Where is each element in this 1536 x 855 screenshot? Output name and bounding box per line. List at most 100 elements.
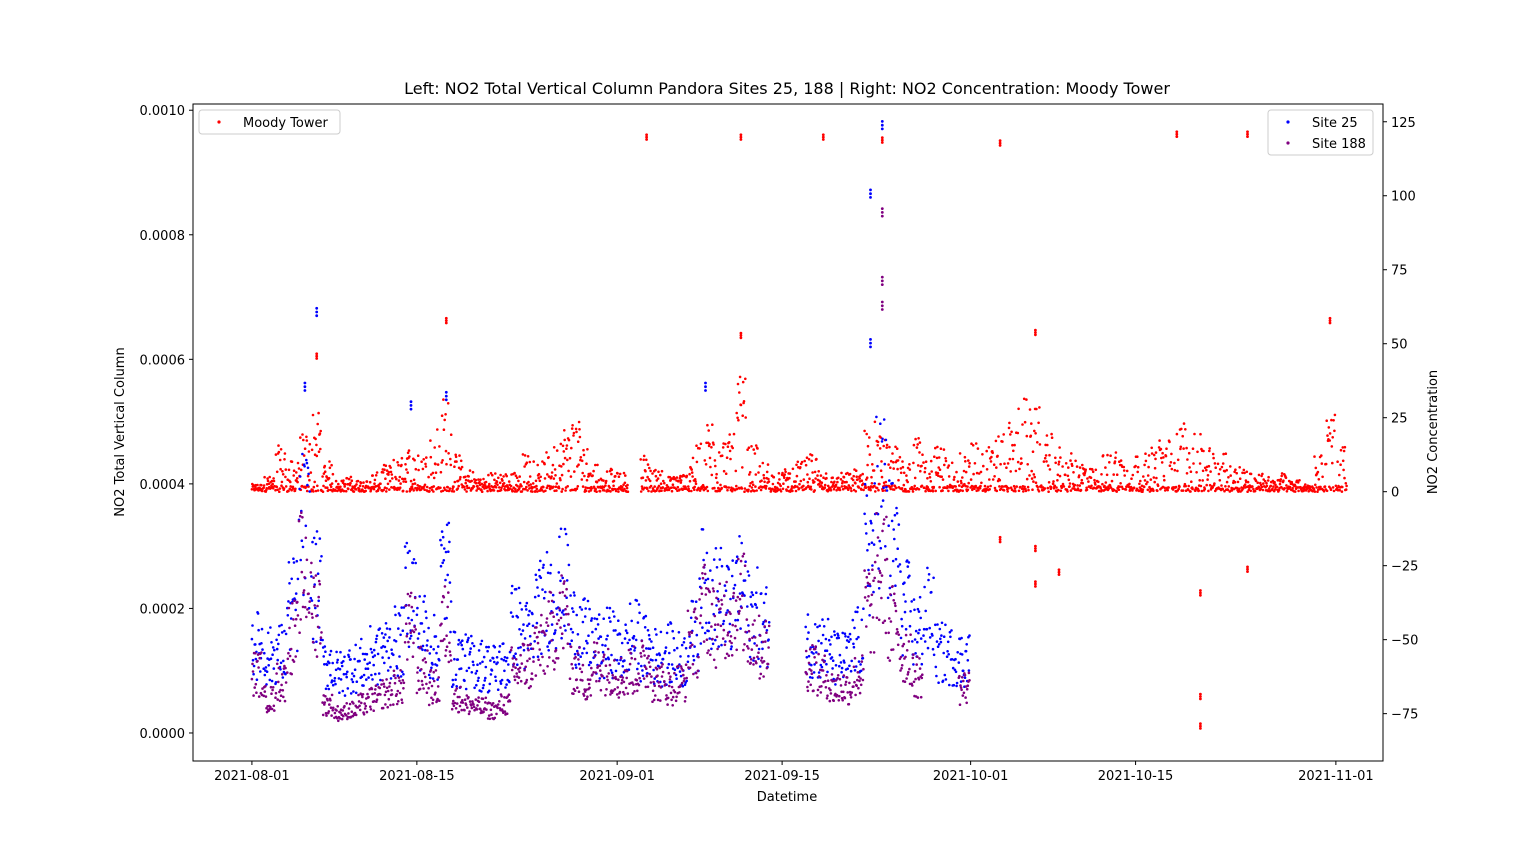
data-point: [1222, 452, 1225, 456]
data-point: [674, 487, 678, 491]
data-point: [762, 660, 766, 663]
data-point: [1155, 476, 1158, 480]
data-point: [650, 640, 653, 643]
data-point: [767, 638, 770, 641]
data-point: [743, 564, 747, 567]
data-point: [531, 612, 534, 616]
data-point: [634, 638, 638, 642]
data-point: [1136, 470, 1139, 474]
data-point: [301, 433, 304, 436]
data-point: [567, 469, 570, 473]
x-axis-label: Datetime: [757, 790, 817, 805]
data-point: [624, 629, 628, 632]
data-point: [572, 434, 575, 437]
outlier-point: [1034, 333, 1037, 337]
outlier-point: [1199, 591, 1202, 595]
data-point: [1251, 485, 1254, 488]
data-point: [684, 695, 687, 699]
data-point: [614, 677, 618, 681]
data-point: [834, 664, 838, 667]
data-point: [987, 446, 991, 449]
data-point: [527, 480, 530, 484]
data-point: [1196, 450, 1199, 454]
data-point: [408, 594, 412, 598]
data-point: [324, 687, 328, 691]
data-point: [274, 696, 277, 699]
data-point: [765, 484, 768, 488]
data-point: [356, 479, 360, 483]
data-point: [570, 639, 573, 642]
data-point: [886, 656, 890, 660]
data-point: [584, 489, 588, 493]
data-point: [291, 602, 294, 605]
data-point: [323, 470, 327, 474]
data-point: [324, 479, 328, 483]
data-point: [280, 484, 283, 488]
data-point: [341, 689, 345, 693]
data-point: [958, 452, 962, 455]
data-point: [414, 486, 417, 490]
data-point: [597, 637, 600, 640]
data-point: [624, 623, 627, 626]
data-point: [679, 665, 683, 668]
data-point: [863, 482, 867, 486]
data-point: [591, 673, 594, 676]
outlier-point: [1034, 580, 1037, 584]
data-point: [373, 478, 377, 482]
data-point: [385, 678, 388, 681]
data-point: [722, 619, 726, 623]
data-point: [363, 658, 367, 661]
data-point: [559, 527, 563, 531]
data-point: [867, 595, 870, 598]
data-point: [1336, 460, 1339, 464]
data-point: [974, 442, 978, 445]
data-point: [924, 609, 927, 613]
data-point: [579, 655, 582, 658]
data-point: [751, 636, 754, 640]
data-point: [863, 512, 866, 516]
data-point: [705, 638, 709, 641]
data-point: [326, 699, 329, 702]
data-point: [817, 671, 821, 674]
data-point: [336, 489, 339, 493]
data-point: [1152, 476, 1156, 479]
data-point: [790, 487, 793, 490]
data-point: [569, 645, 573, 649]
y-left-tick-label: 0.0010: [140, 104, 186, 119]
data-point: [717, 600, 720, 603]
data-point: [546, 645, 549, 648]
data-point: [585, 697, 589, 701]
data-point: [1121, 487, 1125, 491]
data-point: [639, 651, 642, 655]
data-point: [361, 695, 364, 699]
data-point: [724, 640, 727, 643]
data-point: [826, 670, 829, 674]
data-point: [614, 669, 618, 673]
data-point: [277, 444, 280, 447]
outlier-point: [1199, 722, 1202, 726]
data-point: [552, 485, 555, 489]
data-point: [750, 445, 753, 448]
data-point: [830, 673, 834, 676]
data-point: [605, 606, 609, 610]
data-point: [825, 674, 828, 677]
data-point: [511, 615, 515, 618]
data-point: [958, 484, 961, 487]
data-point: [868, 614, 871, 617]
data-point: [715, 566, 719, 569]
data-point: [1175, 432, 1179, 436]
data-point: [292, 618, 295, 621]
data-point: [312, 490, 315, 493]
data-point: [326, 486, 329, 490]
data-point: [1236, 480, 1240, 484]
data-point: [932, 576, 935, 580]
data-point: [428, 681, 432, 684]
data-point: [694, 482, 698, 486]
data-point: [283, 458, 286, 461]
data-point: [704, 463, 708, 466]
data-point: [838, 677, 842, 681]
data-point: [573, 470, 576, 473]
data-point: [962, 691, 966, 695]
data-point: [698, 621, 702, 625]
data-point: [349, 481, 352, 485]
